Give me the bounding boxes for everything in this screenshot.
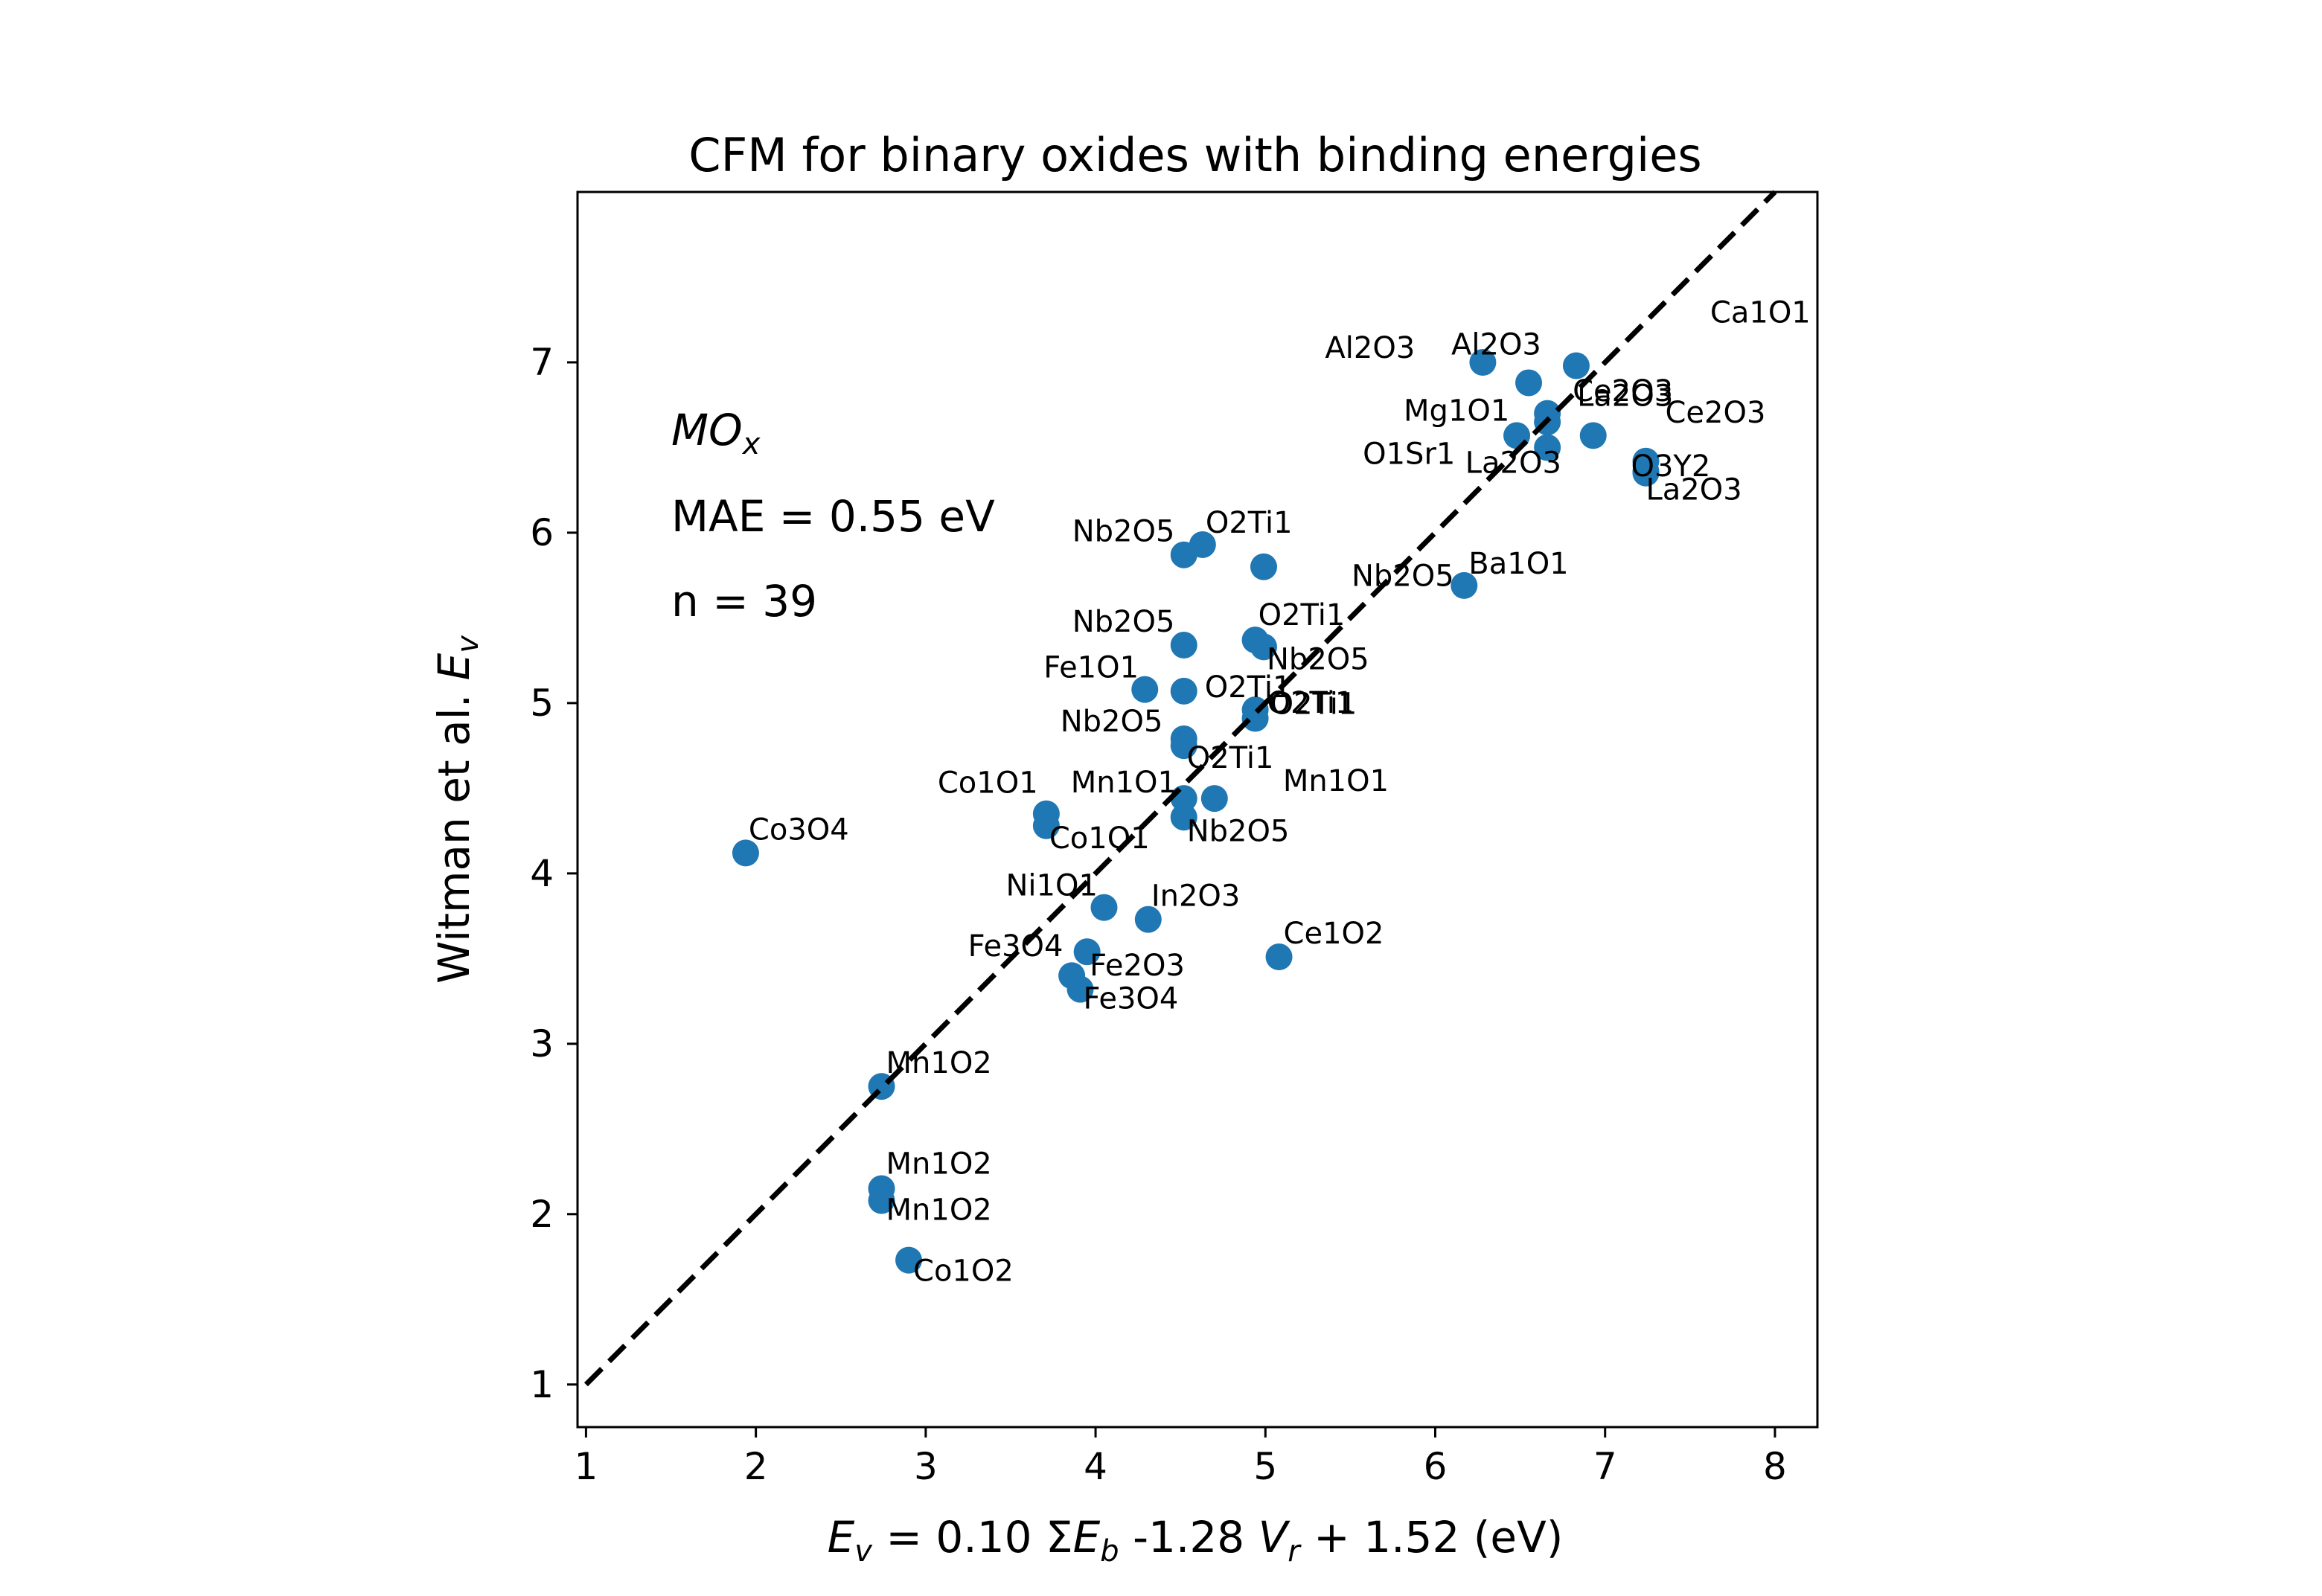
point-label: O2Ti1 xyxy=(1267,686,1354,720)
scatter-point xyxy=(868,1187,895,1214)
point-label: Ba1O1 xyxy=(1468,547,1568,581)
point-label: Co1O2 xyxy=(913,1254,1014,1289)
point-label: Co1O1 xyxy=(938,766,1038,801)
scatter-point xyxy=(895,1246,923,1274)
point-label: Nb2O5 xyxy=(1072,605,1175,639)
scatter-point xyxy=(1073,938,1101,966)
point-label: O2Ti1 xyxy=(1206,506,1293,540)
n-annotation: n = 39 xyxy=(671,576,817,626)
point-label: Nb2O5 xyxy=(1072,515,1175,549)
x-tick-label: 6 xyxy=(1424,1445,1448,1488)
point-label: O2Ti1 xyxy=(1205,670,1292,705)
scatter-point xyxy=(1250,633,1278,661)
point-label: Nb2O5 xyxy=(1061,705,1163,739)
point-label: Nb2O5 xyxy=(1187,814,1290,848)
scatter-point xyxy=(1090,894,1118,921)
point-label: Mn1O2 xyxy=(886,1193,992,1227)
point-label: O2Ti1 xyxy=(1270,688,1357,722)
point-label: La2O3 xyxy=(1645,473,1742,507)
x-tick-label: 1 xyxy=(575,1445,598,1488)
point-label: Fe3O4 xyxy=(968,929,1064,964)
x-tick-label: 4 xyxy=(1084,1445,1107,1488)
point-label: Fe3O4 xyxy=(1084,982,1179,1016)
point-label: La2O3 xyxy=(1577,379,1673,414)
x-axis-label: Ev = 0.10 ΣEb -1.28 Vr + 1.52 (eV) xyxy=(828,1512,1564,1568)
scatter-point xyxy=(1579,422,1607,449)
point-label: Mn1O1 xyxy=(1071,766,1177,800)
y-tick-label: 4 xyxy=(530,852,554,895)
scatter-point xyxy=(1170,632,1197,659)
scatter-point xyxy=(1469,348,1497,376)
scatter-point xyxy=(1515,369,1543,397)
point-label: O2Ti1 xyxy=(1258,598,1346,632)
point-label: In2O3 xyxy=(1151,879,1241,914)
scatter-point xyxy=(1451,571,1478,599)
reference-line-dashed xyxy=(583,190,1777,1387)
point-label: Ce2O3 xyxy=(1665,396,1765,430)
formula-annotation: MOx xyxy=(671,405,761,461)
y-tick-label: 2 xyxy=(530,1193,554,1236)
point-label: Fe2O3 xyxy=(1090,949,1185,983)
point-label: Mn1O2 xyxy=(886,1147,992,1181)
plot-frame xyxy=(576,190,1819,1429)
scatter-point xyxy=(1131,676,1159,703)
point-label: Nb2O5 xyxy=(1267,642,1369,676)
point-label: O1Sr1 xyxy=(1363,437,1455,471)
point-label: Al2O3 xyxy=(1451,327,1541,362)
scatter-point xyxy=(1200,785,1228,813)
x-tick-label: 5 xyxy=(1253,1445,1277,1488)
point-label: O3Y2 xyxy=(1631,449,1710,484)
scatter-point xyxy=(1189,531,1216,558)
x-axis-ticks: 1 2 3 4 5 6 7 8 xyxy=(575,1427,1787,1488)
mae-annotation: MAE = 0.55 eV xyxy=(671,491,995,542)
scatter-point xyxy=(1250,553,1278,580)
plot-points-layer xyxy=(732,348,1660,1274)
scatter-point xyxy=(1562,352,1590,379)
y-axis-label: Witman et al. Ev xyxy=(429,635,485,984)
point-label: Co3O4 xyxy=(749,813,849,847)
scatter-point xyxy=(732,839,759,867)
scatter-point xyxy=(1632,458,1660,485)
point-label: Al2O3 xyxy=(1325,331,1415,365)
chart-title: CFM for binary oxides with binding energ… xyxy=(688,128,1701,182)
point-label: Fe1O1 xyxy=(1043,651,1139,685)
scatter-point xyxy=(1170,732,1197,760)
scatter-point xyxy=(1241,705,1269,732)
y-tick-label: 7 xyxy=(530,341,554,384)
y-tick-label: 3 xyxy=(530,1022,554,1065)
scatter-point xyxy=(1066,975,1094,1003)
x-tick-label: 8 xyxy=(1763,1445,1787,1488)
point-label: Mg1O1 xyxy=(1404,394,1509,428)
y-tick-label: 5 xyxy=(530,682,554,725)
point-label: Ce1O2 xyxy=(1284,917,1384,951)
scatter-point xyxy=(1134,906,1162,933)
y-tick-label: 1 xyxy=(530,1363,554,1406)
point-label: Ca1O1 xyxy=(1710,296,1811,330)
y-tick-label: 6 xyxy=(530,511,554,554)
scatter-point xyxy=(1265,943,1293,971)
scatter-point xyxy=(1170,804,1197,831)
x-tick-label: 3 xyxy=(914,1445,938,1488)
x-tick-label: 2 xyxy=(744,1445,768,1488)
scatter-point xyxy=(1534,434,1561,461)
y-axis-ticks: 1 2 3 4 5 6 7 xyxy=(530,341,578,1406)
scatter-point xyxy=(1032,812,1060,839)
scatter-point xyxy=(1170,677,1197,705)
point-label: Co1O1 xyxy=(1049,821,1150,856)
point-label: Mn1O2 xyxy=(886,1046,992,1080)
x-tick-label: 7 xyxy=(1593,1445,1617,1488)
point-label: Mn1O1 xyxy=(1283,764,1389,798)
